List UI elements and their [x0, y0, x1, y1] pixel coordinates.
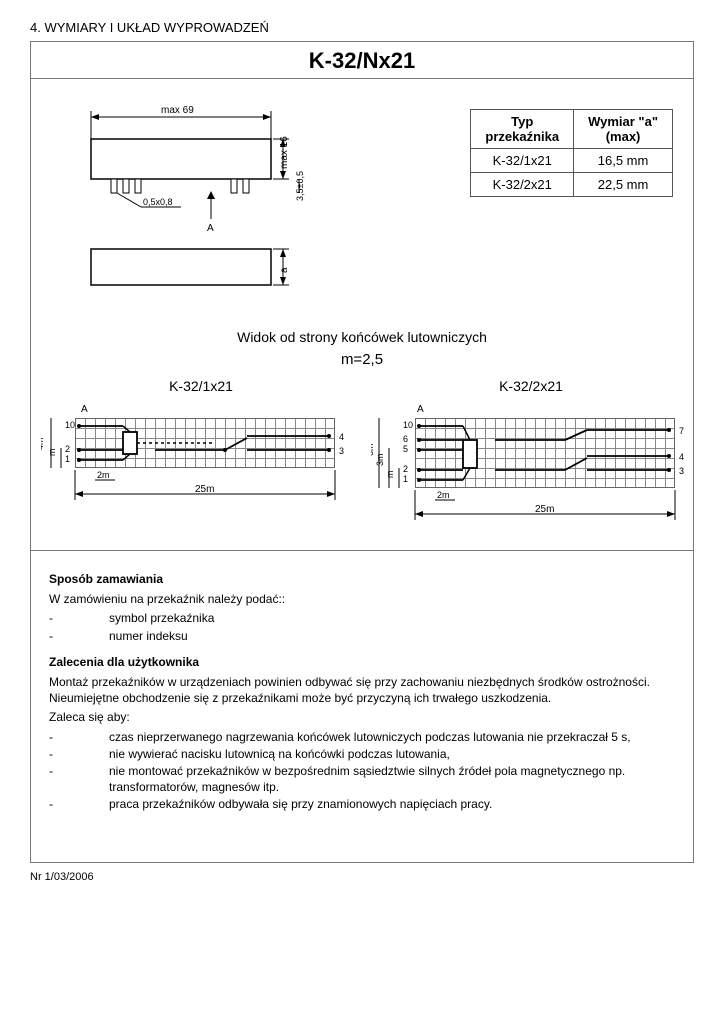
m-label: m=2,5	[31, 351, 693, 368]
rec-heading: Zalecenia dla użytkownika	[49, 654, 675, 670]
pin-label: 3	[679, 466, 684, 476]
dim-3m: 3m	[375, 453, 385, 466]
dim-m: m	[385, 471, 395, 479]
pin-label: 1	[403, 474, 408, 484]
pinout-2-title: K-32/2x21	[371, 378, 691, 394]
a-label: A	[81, 404, 88, 415]
pinout-2-svg: A 6m 3m m 10 6 5 2 1	[371, 400, 691, 530]
ordering-heading: Sposób zamawiania	[49, 571, 675, 587]
a-label: A	[417, 404, 424, 415]
dim-2m: 2m	[97, 470, 110, 480]
dim-25m: 25m	[535, 504, 554, 515]
pin-label: 10	[403, 420, 413, 430]
pin-label: 1	[65, 454, 70, 464]
rec-para2: Zaleca się aby:	[49, 709, 675, 725]
pin-label: 4	[679, 452, 684, 462]
dim-width: max 69	[161, 105, 194, 116]
list-item: symbol przekaźnika	[49, 610, 675, 626]
dim-m: m	[47, 449, 57, 457]
dim-4m: 4m	[41, 437, 45, 450]
ordering-list: symbol przekaźnika numer indeksu	[49, 610, 675, 643]
pin-label: 2	[403, 464, 408, 474]
th-type: Typ przekaźnika	[471, 110, 574, 149]
main-title: K-32/Nx21	[31, 42, 693, 79]
pinout-1-title: K-32/1x21	[41, 378, 361, 394]
spec-table-wrap: Typ przekaźnika Wymiar "a" (max) K-32/1x…	[470, 109, 673, 309]
pinout-1-svg: A 4m m 10 2 1	[41, 400, 361, 510]
arrow-a: A	[207, 223, 214, 234]
datasheet-box: K-32/Nx21 max 69	[30, 41, 694, 863]
dim-tol: 3,5±0,5	[295, 171, 305, 201]
pin-label: 7	[679, 426, 684, 436]
pin-label: 10	[65, 420, 75, 430]
text-block: Sposób zamawiania W zamówieniu na przeka…	[31, 550, 693, 862]
drawing-svg: max 69 max 16 3,5±0,5	[51, 99, 331, 309]
list-item: praca przekaźników odbywała się przy zna…	[49, 796, 675, 812]
dim-a: a	[279, 267, 290, 273]
pinout-1: K-32/1x21 A 4m m 10 2 1	[41, 378, 361, 530]
mechanical-drawing: max 69 max 16 3,5±0,5	[51, 99, 440, 309]
dim-2m: 2m	[437, 490, 450, 500]
dim-pin: 0,5x0,8	[143, 197, 173, 207]
footer: Nr 1/03/2006	[30, 871, 694, 883]
table-row: K-32/1x21 16,5 mm	[471, 149, 673, 173]
list-item: czas nieprzerwanego nagrzewania końcówek…	[49, 729, 675, 745]
spec-table: Typ przekaźnika Wymiar "a" (max) K-32/1x…	[470, 109, 673, 197]
pin-label: 5	[403, 444, 408, 454]
pin-label: 2	[65, 444, 70, 454]
pinout-2: K-32/2x21 A 6m 3m m 10 6 5 2 1	[371, 378, 691, 530]
rec-para1: Montaż przekaźników w urządzeniach powin…	[49, 674, 675, 706]
table-header-row: Typ przekaźnika Wymiar "a" (max)	[471, 110, 673, 149]
pin-label: 6	[403, 434, 408, 444]
list-item: nie wywierać nacisku lutownicą na końców…	[49, 746, 675, 762]
th-a: Wymiar "a" (max)	[574, 110, 673, 149]
list-item: nie montować przekaźników w bezpośrednim…	[49, 763, 675, 795]
rec-list: czas nieprzerwanego nagrzewania końcówek…	[49, 729, 675, 813]
ordering-intro: W zamówieniu na przekaźnik należy podać:…	[49, 591, 675, 607]
pin-label: 4	[339, 432, 344, 442]
pin-label: 3	[339, 446, 344, 456]
view-label: Widok od strony końcówek lutowniczych	[31, 329, 693, 345]
dim-height: max 16	[279, 136, 290, 169]
list-item: numer indeksu	[49, 628, 675, 644]
section-title: 4. WYMIARY I UKŁAD WYPROWADZEŃ	[30, 20, 694, 35]
dim-25m: 25m	[195, 484, 214, 495]
table-row: K-32/2x21 22,5 mm	[471, 173, 673, 197]
